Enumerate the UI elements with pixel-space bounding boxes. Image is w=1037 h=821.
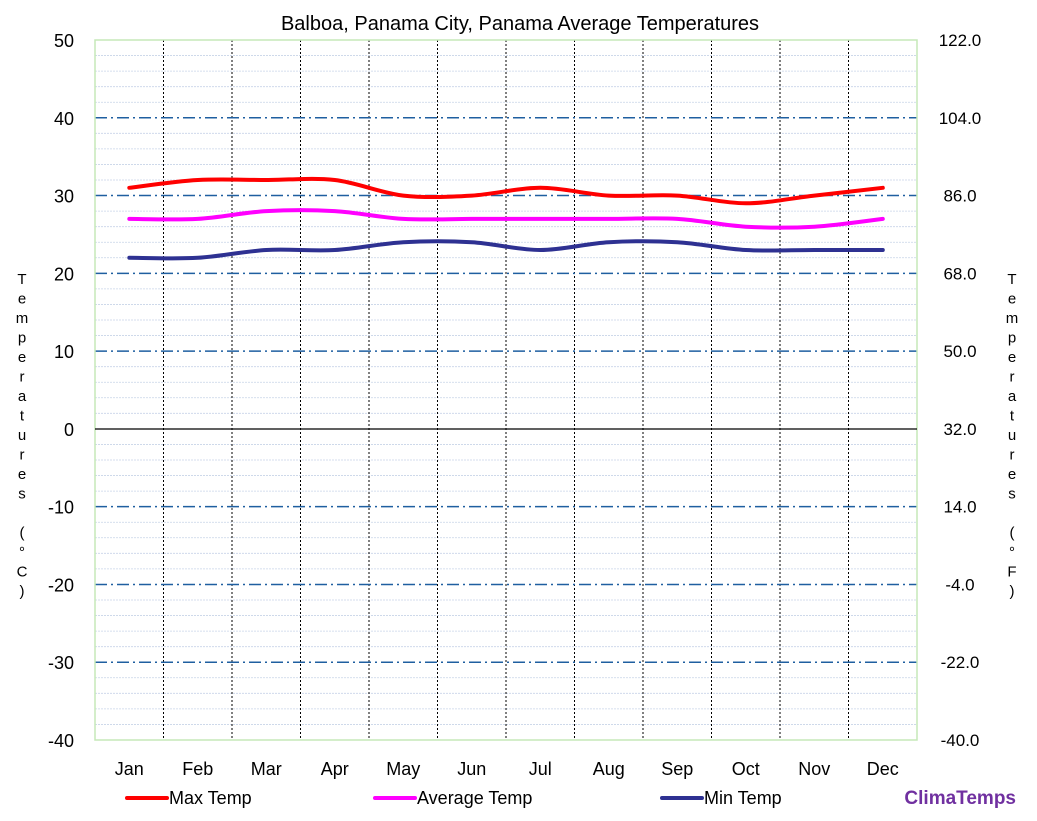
y2-tick-label: 86.0 xyxy=(943,187,976,206)
y-tick-label: 40 xyxy=(54,109,74,129)
y2-tick-label: 50.0 xyxy=(943,342,976,361)
axis-label-char: ) xyxy=(1010,583,1015,600)
axis-label-char: T xyxy=(1007,271,1016,288)
axis-label-char: m xyxy=(1006,310,1019,327)
x-tick-label: Dec xyxy=(867,759,899,779)
series-line xyxy=(127,208,885,230)
axis-label-char: r xyxy=(20,369,25,386)
x-tick-label: Oct xyxy=(732,759,760,779)
y2-tick-label: -22.0 xyxy=(941,653,980,672)
y2-tick-label: 32.0 xyxy=(943,420,976,439)
axis-label-char: ° xyxy=(19,544,25,561)
y-tick-label: -20 xyxy=(48,575,74,595)
legend-label: Min Temp xyxy=(704,788,782,808)
y2-tick-label: -40.0 xyxy=(941,731,980,750)
axis-label-char: t xyxy=(1010,408,1015,425)
plot-area xyxy=(94,39,918,741)
y2-tick-label: 68.0 xyxy=(943,264,976,283)
axis-label-char: p xyxy=(18,330,26,347)
axis-label-char: p xyxy=(1008,330,1016,347)
axis-label-char: e xyxy=(18,349,26,366)
axis-label-char: e xyxy=(1008,466,1016,483)
axis-label-char: s xyxy=(18,486,26,503)
x-tick-label: Jan xyxy=(115,759,144,779)
axis-label-char: e xyxy=(18,291,26,308)
y2-axis-ticks: 122.0 104.0 86.0 68.0 50.0 32.0 14.0 -4.0 -22.0 -… xyxy=(939,31,982,750)
axis-label-char: ( xyxy=(20,525,25,542)
axis-label-char: r xyxy=(1010,369,1015,386)
x-tick-label: Jul xyxy=(529,759,552,779)
y-tick-label: 30 xyxy=(54,187,74,207)
axis-label-char: T xyxy=(17,271,26,288)
legend: Max Temp Average Temp Min Temp xyxy=(125,788,782,808)
axis-label-char: e xyxy=(18,466,26,483)
axis-label-char: r xyxy=(1010,447,1015,464)
chart-title: Balboa, Panama City, Panama Average Temp… xyxy=(281,13,759,35)
y2-axis-label: Temperatures(°F) xyxy=(1006,271,1019,600)
y2-tick-label: 122.0 xyxy=(939,31,982,50)
y-tick-label: -10 xyxy=(48,498,74,518)
x-tick-label: Apr xyxy=(321,759,349,779)
y-tick-label: 0 xyxy=(64,420,74,440)
legend-label: Max Temp xyxy=(169,788,252,808)
series-line xyxy=(127,176,885,206)
x-tick-label: Jun xyxy=(457,759,486,779)
axis-label-char: e xyxy=(1008,349,1016,366)
month-gridlines xyxy=(163,40,849,740)
y-axis-ticks: 50 40 30 20 10 0 -10 -20 -30 -40 xyxy=(48,31,74,751)
x-tick-label: Aug xyxy=(593,759,625,779)
y2-tick-label: -4.0 xyxy=(945,575,974,594)
y-tick-label: -40 xyxy=(48,731,74,751)
legend-label: Average Temp xyxy=(417,788,532,808)
y-tick-label: 50 xyxy=(54,31,74,51)
axis-label-char: ° xyxy=(1009,544,1015,561)
x-tick-label: Sep xyxy=(661,759,693,779)
major-gridlines xyxy=(95,117,917,663)
x-tick-label: Feb xyxy=(182,759,213,779)
y2-tick-label: 14.0 xyxy=(943,498,976,517)
axis-label-char: u xyxy=(1008,427,1016,444)
y-axis-label: Temperatures(°C) xyxy=(16,271,29,600)
axis-label-char: ( xyxy=(1010,525,1015,542)
axis-label-char: a xyxy=(1008,388,1017,405)
x-axis-ticks: Jan Feb Mar Apr May Jun Jul Aug Sep Oct Nov Dec xyxy=(115,759,899,779)
axis-label-char: s xyxy=(1008,486,1016,503)
axis-label-char: ) xyxy=(20,583,25,600)
y-tick-label: -30 xyxy=(48,653,74,673)
axis-label-char: a xyxy=(18,388,27,405)
axis-label-char: m xyxy=(16,310,29,327)
y-tick-label: 20 xyxy=(54,264,74,284)
series-line xyxy=(127,239,885,261)
axis-label-char: r xyxy=(20,447,25,464)
y2-tick-label: 104.0 xyxy=(939,109,982,128)
x-tick-label: Mar xyxy=(251,759,282,779)
y-tick-label: 10 xyxy=(54,342,74,362)
x-tick-label: May xyxy=(386,759,420,779)
axis-label-char: e xyxy=(1008,291,1016,308)
x-tick-label: Nov xyxy=(798,759,830,779)
series-lines xyxy=(127,176,885,261)
axis-label-char: F xyxy=(1007,564,1016,581)
axis-label-char: t xyxy=(20,408,25,425)
brand-logo: ClimaTemps xyxy=(904,788,1016,809)
axis-label-char: C xyxy=(17,564,28,581)
axis-label-char: u xyxy=(18,427,26,444)
